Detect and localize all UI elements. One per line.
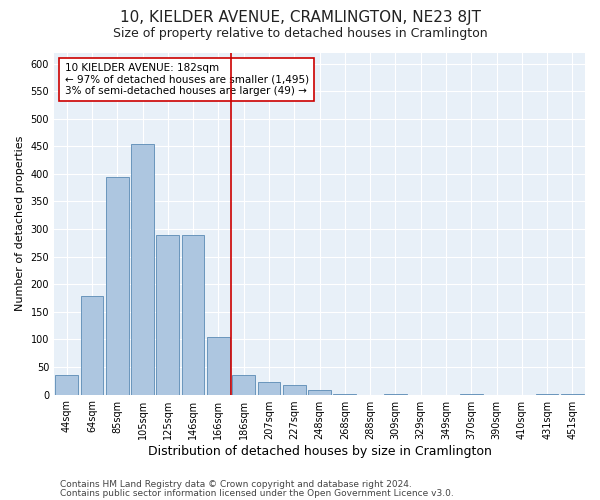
Text: Contains public sector information licensed under the Open Government Licence v3: Contains public sector information licen… — [60, 488, 454, 498]
Bar — [182, 234, 205, 394]
Bar — [55, 376, 78, 394]
Bar — [308, 390, 331, 394]
Bar — [257, 382, 280, 394]
X-axis label: Distribution of detached houses by size in Cramlington: Distribution of detached houses by size … — [148, 444, 491, 458]
Text: Contains HM Land Registry data © Crown copyright and database right 2024.: Contains HM Land Registry data © Crown c… — [60, 480, 412, 489]
Bar — [207, 336, 230, 394]
Bar — [232, 376, 255, 394]
Text: Size of property relative to detached houses in Cramlington: Size of property relative to detached ho… — [113, 28, 487, 40]
Bar — [80, 296, 103, 394]
Bar — [131, 144, 154, 394]
Text: 10, KIELDER AVENUE, CRAMLINGTON, NE23 8JT: 10, KIELDER AVENUE, CRAMLINGTON, NE23 8J… — [119, 10, 481, 25]
Text: 10 KIELDER AVENUE: 182sqm
← 97% of detached houses are smaller (1,495)
3% of sem: 10 KIELDER AVENUE: 182sqm ← 97% of detac… — [65, 63, 309, 96]
Bar — [283, 384, 305, 394]
Bar — [106, 176, 128, 394]
Bar — [157, 234, 179, 394]
Y-axis label: Number of detached properties: Number of detached properties — [15, 136, 25, 311]
